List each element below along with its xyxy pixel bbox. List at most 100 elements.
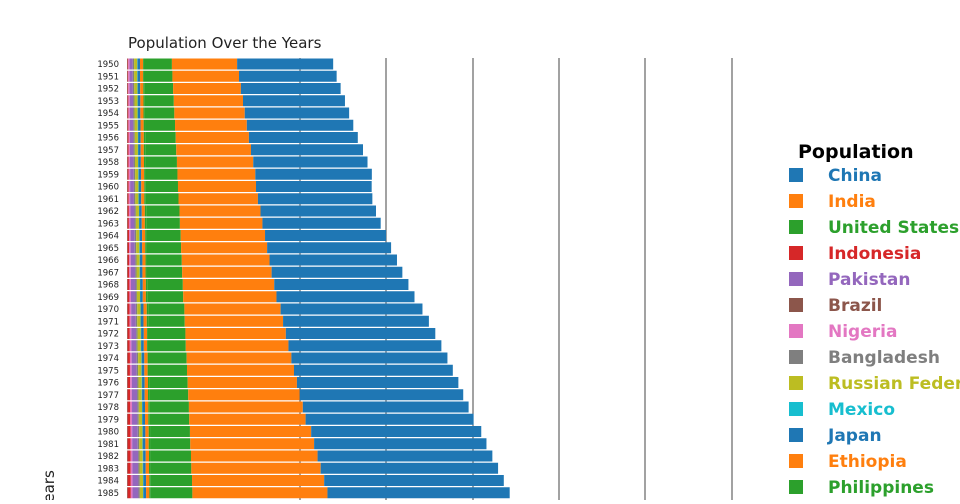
bar-indonesia-1969[interactable] [127,291,130,303]
bar-china-1977[interactable] [299,389,464,401]
bar-ethiopia-1967[interactable] [142,266,146,278]
bar-russian-federation-1967[interactable] [136,266,140,278]
bar-brazil-1963[interactable] [127,217,128,229]
bar-ethiopia-1984[interactable] [146,475,150,486]
bar-mexico-1970[interactable] [140,303,142,315]
bar-nigeria-1973[interactable] [129,340,132,352]
bar-bangladesh-1959[interactable] [133,168,136,180]
bar-russian-federation-1960[interactable] [135,181,139,192]
bar-nigeria-1955[interactable] [128,119,130,131]
bar-brazil-1984[interactable] [127,475,128,486]
bar-indonesia-1964[interactable] [127,230,130,241]
bar-mexico-1977[interactable] [141,389,143,401]
bar-india-1979[interactable] [189,413,306,425]
bar-japan-1971[interactable] [140,315,144,327]
bar-brazil-1954[interactable] [127,107,128,119]
legend-item-pakistan[interactable]: Pakistan [789,270,910,290]
bar-ethiopia-1983[interactable] [145,462,150,474]
bar-united-states-1950[interactable] [144,58,172,70]
bar-bangladesh-1972[interactable] [136,328,138,339]
bar-indonesia-1974[interactable] [127,352,130,364]
bar-united-states-1952[interactable] [144,83,174,94]
bar-india-1984[interactable] [192,475,325,486]
bar-japan-1968[interactable] [140,279,143,290]
bar-mexico-1972[interactable] [140,328,142,339]
bar-nigeria-1984[interactable] [130,475,133,486]
bar-japan-1975[interactable] [141,364,145,376]
bar-brazil-1955[interactable] [127,119,128,131]
bar-philippines-1964[interactable] [145,230,147,241]
bar-indonesia-1972[interactable] [127,328,130,339]
bar-ethiopia-1960[interactable] [141,181,145,192]
bar-india-1952[interactable] [173,83,241,94]
bar-russian-federation-1969[interactable] [136,291,140,303]
bar-china-1963[interactable] [262,217,381,229]
bar-japan-1962[interactable] [139,205,142,217]
bar-nigeria-1983[interactable] [130,462,133,474]
bar-philippines-1963[interactable] [144,217,147,229]
bar-india-1983[interactable] [191,462,321,474]
bar-japan-1970[interactable] [140,303,144,315]
bar-indonesia-1975[interactable] [127,364,130,376]
bar-russian-federation-1961[interactable] [135,193,139,205]
bar-ethiopia-1969[interactable] [142,291,146,303]
bar-bangladesh-1961[interactable] [133,193,136,205]
bar-united-states-1962[interactable] [146,205,180,217]
bar-brazil-1972[interactable] [127,328,128,339]
bar-japan-1959[interactable] [138,168,142,180]
bar-united-states-1983[interactable] [150,462,192,474]
bar-china-1972[interactable] [285,328,436,339]
bar-indonesia-1979[interactable] [127,413,131,425]
bar-nigeria-1972[interactable] [129,328,132,339]
bar-india-1969[interactable] [183,291,277,303]
bar-brazil-1971[interactable] [127,315,128,327]
bar-brazil-1962[interactable] [127,205,128,217]
bar-china-1973[interactable] [288,340,442,352]
bar-bangladesh-1964[interactable] [134,230,137,241]
bar-mexico-1971[interactable] [140,315,142,327]
bar-india-1977[interactable] [188,389,300,401]
bar-pakistan-1979[interactable] [132,413,138,425]
bar-russian-federation-1983[interactable] [139,462,143,474]
bar-china-1954[interactable] [244,107,350,119]
bar-japan-1950[interactable] [137,58,141,70]
bar-russian-federation-1972[interactable] [137,328,141,339]
bar-china-1985[interactable] [327,487,510,499]
bar-pakistan-1960[interactable] [130,181,134,192]
legend-item-philippines[interactable]: Philippines [789,478,934,498]
bar-philippines-1983[interactable] [149,462,151,474]
bar-japan-1958[interactable] [138,156,141,168]
bar-united-states-1980[interactable] [150,426,190,437]
bar-philippines-1952[interactable] [143,83,145,94]
bar-indonesia-1958[interactable] [127,156,129,168]
bar-india-1956[interactable] [175,132,249,143]
bar-japan-1956[interactable] [138,132,141,143]
bar-pakistan-1959[interactable] [130,168,134,180]
bar-japan-1967[interactable] [140,266,143,278]
bar-united-states-1969[interactable] [147,291,184,303]
bar-pakistan-1974[interactable] [131,352,137,364]
bar-bangladesh-1970[interactable] [135,303,138,315]
bar-china-1955[interactable] [246,119,354,131]
bar-indonesia-1978[interactable] [127,401,131,413]
bar-ethiopia-1958[interactable] [140,156,144,168]
bar-united-states-1960[interactable] [145,181,178,192]
bar-china-1953[interactable] [243,95,345,107]
bar-india-1980[interactable] [189,426,312,437]
bar-indonesia-1955[interactable] [127,119,129,131]
bar-pakistan-1977[interactable] [131,389,138,401]
bar-nigeria-1964[interactable] [129,230,131,241]
bar-united-states-1984[interactable] [150,475,193,486]
bar-ethiopia-1972[interactable] [143,328,148,339]
bar-india-1953[interactable] [173,95,244,107]
bar-nigeria-1959[interactable] [128,168,131,180]
bar-brazil-1983[interactable] [127,462,128,474]
bar-india-1981[interactable] [190,438,315,450]
bar-india-1958[interactable] [176,156,254,168]
bar-bangladesh-1956[interactable] [133,132,135,143]
bar-philippines-1956[interactable] [143,132,146,143]
bar-indonesia-1981[interactable] [127,438,131,450]
legend-item-nigeria[interactable]: Nigeria [789,322,897,342]
legend[interactable]: Population China India United States Indone… [789,141,960,498]
bar-india-1961[interactable] [178,193,258,205]
